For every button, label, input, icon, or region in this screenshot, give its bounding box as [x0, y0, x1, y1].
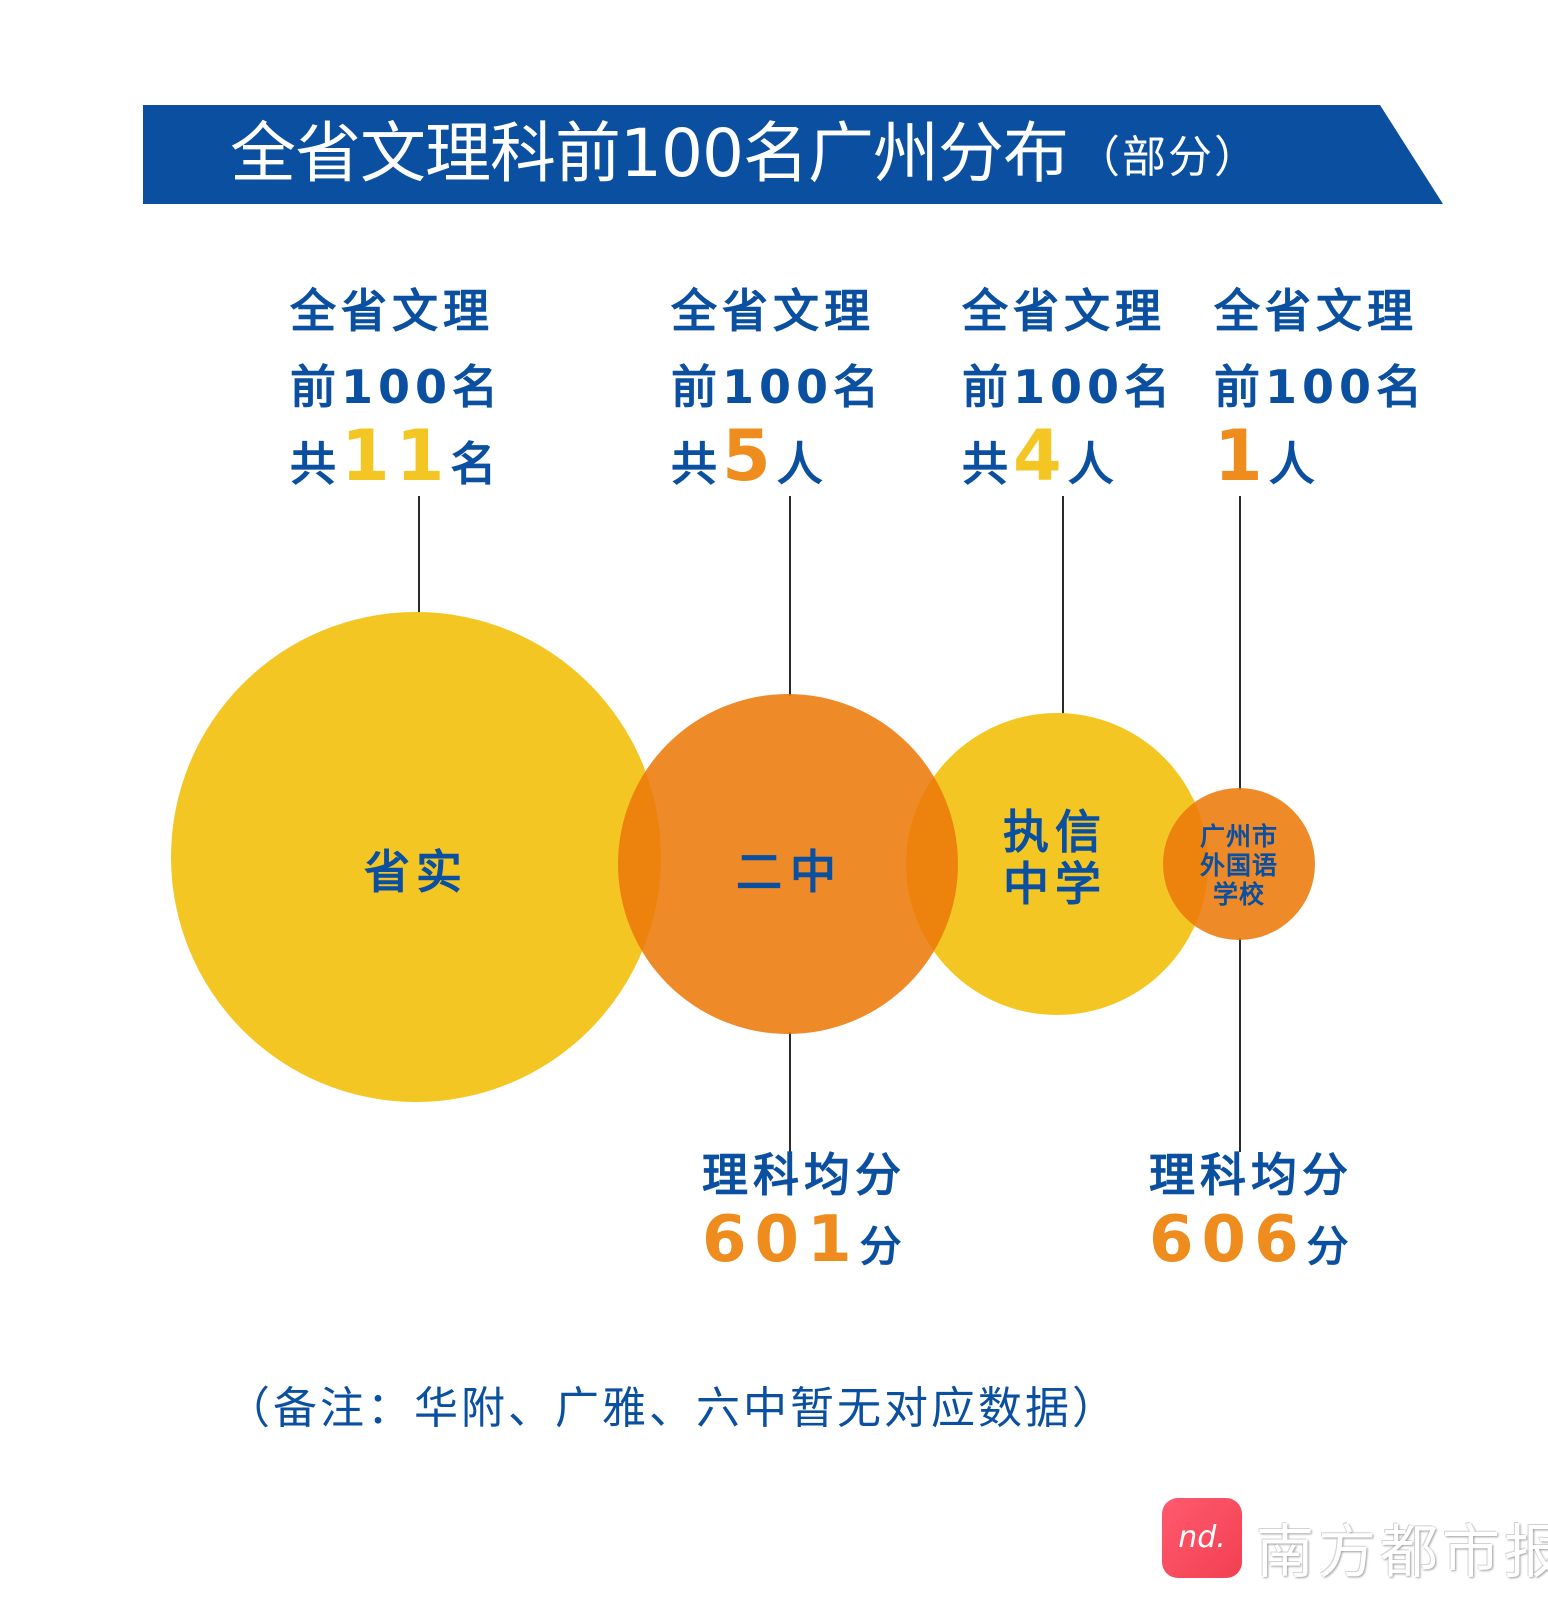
bubble-label-line: 外国语 [1199, 851, 1278, 880]
chart-title-sub: （部分） [1075, 132, 1260, 183]
column-line3: 1人 [1214, 421, 1427, 491]
bubble-label-line: 中学 [1003, 857, 1107, 911]
column-shengshi: 全省文理 前100名 共11名 [290, 284, 504, 491]
column-line3: 共5人 [671, 421, 884, 491]
score-title: 理科均分 [1149, 1148, 1353, 1202]
chart-title: 全省文理科前100名广州分布 （部分） [230, 113, 1260, 199]
connector-line [1239, 496, 1241, 790]
connector-line [789, 496, 791, 696]
logo-mark: nd. [1178, 1520, 1226, 1555]
score-erzhong: 理科均分 601分 [702, 1150, 906, 1288]
count-suffix: 人 [1067, 437, 1119, 491]
bubble-label-shengshi: 省实 [364, 845, 468, 899]
column-line2: 前100名 [962, 360, 1176, 414]
score-value: 606 [1149, 1203, 1307, 1277]
footnote: （备注：华附、广雅、六中暂无对应数据） [226, 1383, 1119, 1434]
bubble-label-line: 执信 [1003, 805, 1107, 859]
column-line1: 全省文理 [962, 284, 1166, 338]
count-value: 4 [1013, 415, 1068, 497]
column-line3: 共4人 [962, 421, 1175, 491]
count-value: 1 [1214, 415, 1269, 497]
score-unit: 分 [859, 1222, 902, 1271]
connector-line [1239, 938, 1241, 1152]
column-line1: 全省文理 [1214, 284, 1418, 338]
count-prefix: 共 [290, 437, 341, 491]
bubble-label-erzhong: 二中 [736, 845, 844, 899]
column-line2: 前100名 [1214, 360, 1428, 414]
brand-name: 南方都市报 [1256, 1518, 1548, 1586]
nd-logo-icon: nd. [1162, 1498, 1242, 1578]
count-suffix: 人 [776, 437, 828, 491]
connector-line [1062, 496, 1064, 714]
column-erzhong: 全省文理 前100名 共5人 [671, 284, 885, 491]
count-suffix: 人 [1268, 437, 1320, 491]
title-banner: 全省文理科前100名广州分布 （部分） [143, 105, 1443, 204]
count-value: 11 [341, 415, 451, 497]
column-line2: 前100名 [671, 360, 885, 414]
count-suffix: 名 [450, 437, 502, 491]
chart-title-main: 全省文理科前100名广州分布 [230, 115, 1069, 192]
connector-line [789, 1032, 791, 1152]
score-value: 601 [702, 1203, 860, 1277]
column-line2: 前100名 [290, 360, 504, 414]
bubble-label-line: 广州市 [1199, 822, 1278, 851]
count-prefix: 共 [671, 437, 722, 491]
column-line3: 共11名 [290, 421, 503, 491]
count-prefix: 共 [962, 437, 1013, 491]
score-title: 理科均分 [702, 1148, 906, 1202]
bubble-label-zhixin: 执信 中学 [985, 806, 1125, 910]
score-unit: 分 [1306, 1222, 1349, 1271]
bubble-shengshi [171, 612, 661, 1102]
column-line1: 全省文理 [671, 284, 875, 338]
column-zhixin: 全省文理 前100名 共4人 [962, 284, 1176, 491]
bubble-erzhong [618, 694, 958, 1034]
connector-line [418, 496, 420, 614]
score-waiguoyu: 理科均分 606分 [1149, 1150, 1353, 1288]
column-waiguoyu: 全省文理 前100名 1人 [1214, 284, 1428, 491]
bubble-label-waiguoyu: 广州市 外国语 学校 [1184, 822, 1294, 909]
score-value-row: 601分 [702, 1208, 906, 1288]
column-line1: 全省文理 [290, 284, 494, 338]
count-value: 5 [722, 415, 777, 497]
bubble-waiguoyu [1163, 788, 1315, 940]
bubble-label-line: 学校 [1212, 880, 1265, 909]
score-value-row: 606分 [1149, 1208, 1353, 1288]
banner-shape [143, 105, 1443, 204]
